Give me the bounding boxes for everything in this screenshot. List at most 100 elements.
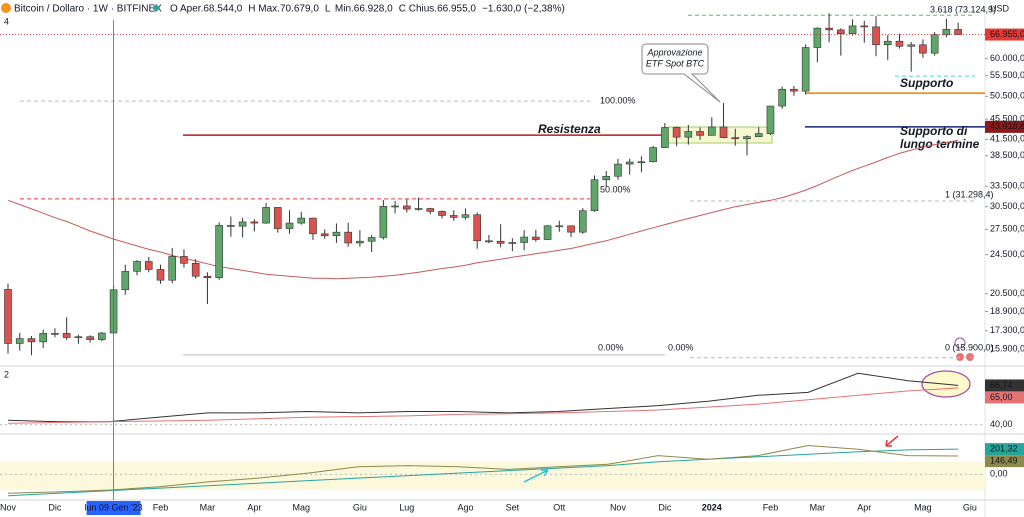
indicator-line [7, 448, 959, 497]
callout-text: Approvazione [646, 47, 702, 57]
candle-body [320, 233, 329, 237]
level-label: 50.00% [600, 184, 631, 194]
indicator-line [7, 444, 959, 494]
x-tick-label: Dic [658, 502, 671, 512]
candle-body [731, 137, 740, 140]
callout-box [641, 43, 721, 103]
candle-body [860, 25, 869, 28]
x-tick-label: Apr [247, 502, 261, 512]
candle-body [297, 217, 306, 224]
x-tick-label: Mag [292, 502, 310, 512]
y-tick-label: 41.500,0 [990, 134, 1024, 144]
header-value: Min.66.928,0 [335, 4, 393, 15]
candle-body [133, 261, 141, 272]
candle-body [191, 263, 200, 277]
candle-body [367, 237, 376, 242]
candle-body [250, 221, 259, 224]
candle-body [238, 221, 247, 227]
candle-body [51, 333, 59, 335]
indicator-band [0, 462, 985, 490]
candle-body [790, 88, 798, 92]
x-tick-label: Ott [553, 502, 566, 512]
x-tick-label: Nov [0, 502, 16, 512]
candle-body [567, 225, 575, 233]
x-tick-label: Feb [763, 502, 779, 512]
level-label: 100.00% [600, 95, 636, 105]
pane-tick-label: 40,00 [990, 419, 1013, 429]
candle-body [180, 256, 188, 264]
header-key: H [248, 4, 255, 15]
candle-body [954, 29, 962, 35]
candle-body [168, 256, 177, 281]
level-label: Supporto [900, 76, 953, 90]
price-badge [985, 120, 1024, 133]
candle-body [15, 338, 24, 344]
y-tick-label: 20.500,0 [990, 288, 1024, 298]
candle-body [508, 242, 517, 244]
candle-body [602, 175, 611, 181]
candle-body [930, 34, 939, 54]
candle-body [86, 336, 94, 340]
pane-badge [985, 379, 1024, 392]
candle-body [625, 161, 634, 165]
x-tick-label: Giu [353, 502, 367, 512]
candle-body [121, 271, 130, 291]
event-icon [954, 337, 966, 349]
candle-body [684, 131, 693, 138]
candle-body [872, 26, 880, 46]
currency: USD [990, 3, 1010, 13]
candle-body [649, 147, 657, 163]
candle-body [391, 205, 399, 208]
price-badge-label: 43.918,8 [990, 121, 1024, 131]
level-label: 0 (15.900,0) [945, 342, 994, 352]
y-tick-label: 55.500,0 [990, 70, 1024, 80]
candle-body [895, 40, 904, 47]
level-label: Supporto di [900, 124, 968, 138]
event-flag [966, 353, 974, 361]
candle-body [215, 225, 223, 279]
candle-body [637, 161, 646, 164]
btc-icon [1, 3, 11, 13]
candle-body [74, 336, 83, 339]
candle-body [743, 136, 751, 140]
candle-body [203, 275, 212, 279]
candle-body [696, 131, 704, 136]
candle-body [590, 179, 599, 211]
header-key: C [399, 4, 406, 15]
header-value: Chius.66.955,0 [409, 4, 477, 15]
candle-body [837, 29, 845, 35]
pane-tick-label: 0,00 [990, 469, 1008, 479]
candle-body [403, 205, 411, 210]
pane-badge-label: 65,00 [990, 392, 1013, 402]
y-tick-label: 18.900,0 [990, 306, 1024, 316]
header-key: O [170, 4, 178, 15]
x-tick-label: Nov [610, 502, 627, 512]
candle-body [39, 333, 47, 343]
candle-body [27, 338, 36, 343]
candle-body [449, 215, 458, 218]
level-label: 0.00% [668, 342, 694, 352]
candle-body [919, 44, 927, 54]
candle-body [496, 240, 505, 244]
candle-body [907, 44, 916, 47]
candle-body [262, 207, 270, 224]
candle-body [426, 208, 435, 212]
candle-body [4, 289, 12, 344]
candle-body [332, 231, 341, 237]
pane-badge-label: 201,32 [990, 443, 1018, 453]
pane-badge [985, 391, 1024, 404]
y-tick-label: 60.000,0 [990, 53, 1024, 63]
callout-text: ETF Spot BTC [646, 58, 705, 68]
arrow [885, 435, 899, 447]
candle-body [848, 25, 857, 35]
x-tick-label: Feb [153, 502, 169, 512]
candle-body [309, 217, 317, 235]
candle-body [555, 225, 564, 228]
x-tick-label: Mar [810, 502, 826, 512]
header-value: Max.70.679,0 [258, 4, 319, 15]
candle-body [707, 126, 716, 136]
pane-badge-label: 66,74 [990, 380, 1013, 390]
header-value: Aper.68.544,0 [180, 4, 243, 15]
candle-body [532, 236, 540, 240]
indicator-line [7, 372, 959, 423]
